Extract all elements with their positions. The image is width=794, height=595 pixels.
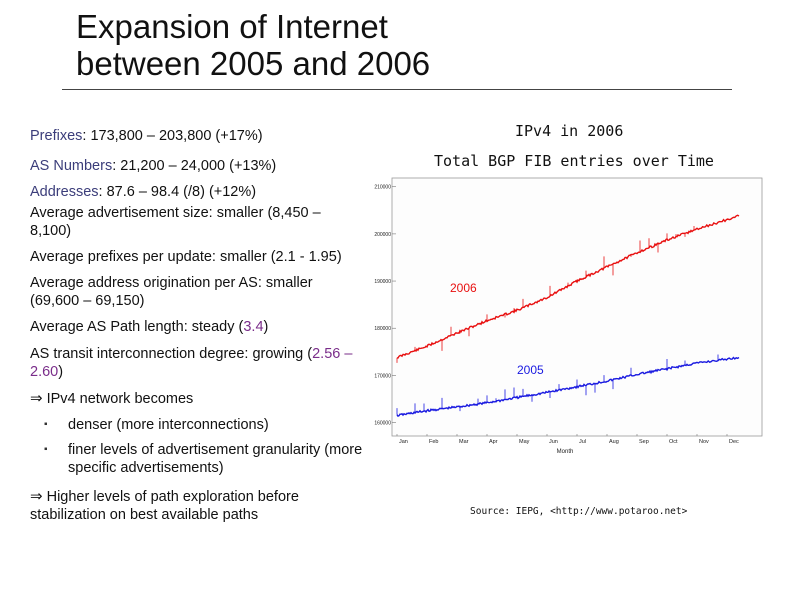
- x-tick-label: Nov: [699, 439, 709, 445]
- x-tick-label: Oct: [669, 439, 678, 445]
- y-tick-label: 200000: [374, 232, 391, 238]
- metric-value: 3.4: [243, 319, 264, 335]
- bgp-fib-chart: 210000 200000 190000 180000 170000 160000 Jan…: [374, 177, 763, 455]
- sub-bullet-text: denser (more interconnections): [68, 417, 269, 433]
- implies-icon: ⇒: [30, 390, 43, 407]
- source-note: Source: IEPG, <http://www.potaroo.net>: [470, 506, 688, 517]
- conclusion-text: Higher levels of path exploration before…: [30, 489, 299, 523]
- stat-label: Addresses: [30, 184, 99, 200]
- chart-title-line-1: IPv4 in 2006: [515, 122, 624, 140]
- conclusion-ipv4: ⇒ IPv4 network becomes: [30, 390, 365, 408]
- stat-label: AS Numbers: [30, 158, 113, 174]
- y-tick-label: 170000: [374, 373, 391, 379]
- conclusion-path-exploration: ⇒ Higher levels of path exploration befo…: [30, 488, 365, 524]
- x-tick-label: Jul: [579, 439, 586, 445]
- sub-bullet-denser: ▪ denser (more interconnections): [30, 416, 365, 434]
- title-divider: [62, 89, 732, 90]
- metric-text: AS transit interconnection degree: growi…: [30, 346, 313, 362]
- x-axis-label: Month: [557, 449, 574, 455]
- metric-value: 2.56 – 2.60: [30, 346, 353, 380]
- stat-prefixes: Prefixes: 173,800 – 203,800 (+17%): [30, 128, 263, 144]
- square-bullet-icon: ▪: [44, 444, 48, 455]
- series-line-2005: [396, 356, 740, 417]
- stat-value: 87.6 – 98.4 (/8) (+12%): [106, 184, 257, 200]
- chart-title-line-2: Total BGP FIB entries over Time: [434, 152, 714, 170]
- x-tick-label: Mar: [459, 439, 469, 445]
- title-line-1: Expansion of Internet: [76, 8, 388, 45]
- y-tick-label: 160000: [374, 421, 391, 427]
- y-tick-label: 180000: [374, 326, 391, 332]
- plot-area: [391, 177, 763, 437]
- y-tick-label: 190000: [374, 279, 391, 285]
- metric-transit-degree: AS transit interconnection degree: growi…: [30, 345, 365, 381]
- series-label-2006: 2006: [450, 281, 477, 295]
- y-tick-label: 210000: [374, 185, 391, 191]
- series-label-2005: 2005: [517, 363, 544, 377]
- x-tick-label: Jun: [549, 439, 558, 445]
- metric-text-end: ): [263, 319, 269, 335]
- stat-label: Prefixes: [30, 128, 83, 144]
- series-line-2006: [396, 214, 740, 359]
- stat-value: 21,200 – 24,000 (+13%): [120, 158, 277, 174]
- square-bullet-icon: ▪: [44, 419, 48, 430]
- x-tick-label: Feb: [429, 439, 438, 445]
- conclusion-text: IPv4 network becomes: [46, 391, 194, 407]
- x-tick-label: Dec: [729, 439, 739, 445]
- x-tick-label: May: [519, 439, 530, 445]
- page-title: Expansion of Internet between 2005 and 2…: [76, 8, 430, 82]
- x-tick-label: Jan: [399, 439, 408, 445]
- x-tick-label: Aug: [609, 439, 619, 445]
- metric-advertisement-size: Average advertisement size: smaller (8,4…: [30, 205, 321, 239]
- stat-value: 173,800 – 203,800 (+17%): [90, 128, 263, 144]
- stat-as-numbers: AS Numbers: 21,200 – 24,000 (+13%): [30, 158, 277, 174]
- metric-path-length: Average AS Path length: steady (3.4): [30, 318, 365, 336]
- metric-text: Average AS Path length: steady (: [30, 319, 244, 335]
- metric-text-end: ): [58, 364, 64, 380]
- left-column: Prefixes: 173,800 – 203,800 (+17%) AS Nu…: [30, 127, 365, 524]
- stat-addresses: Addresses: 87.6 – 98.4 (/8) (+12%): [30, 184, 257, 200]
- metric-address-origination: Average address origination per AS: smal…: [30, 275, 313, 309]
- title-line-2: between 2005 and 2006: [76, 45, 431, 82]
- implies-icon: ⇒: [30, 488, 43, 505]
- sub-bullet-text: finer levels of advertisement granularit…: [68, 442, 363, 476]
- x-tick-label: Apr: [489, 439, 498, 445]
- sub-bullet-granularity: ▪ finer levels of advertisement granular…: [30, 441, 365, 477]
- x-tick-label: Sep: [639, 439, 649, 445]
- metric-prefixes-per-update: Average prefixes per update: smaller (2.…: [30, 249, 342, 265]
